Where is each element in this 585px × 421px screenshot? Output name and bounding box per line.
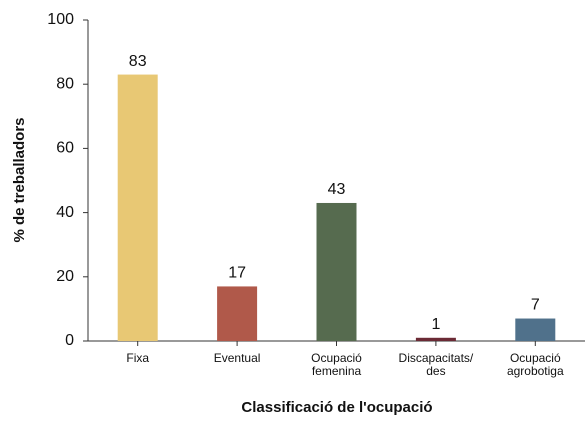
y-tick-label: 80 [56, 75, 74, 92]
x-tick-label: Ocupació agrobotiga [507, 351, 564, 378]
x-tick-label: Ocupació femenina [311, 351, 362, 378]
x-tick-label: Discapacitats/des [399, 351, 474, 378]
bar [515, 318, 556, 341]
value-label: 43 [328, 181, 346, 198]
x-tick-label: Eventual [214, 351, 261, 365]
value-label: 7 [531, 297, 540, 314]
value-label: 83 [129, 53, 147, 70]
y-tick-label: 0 [65, 332, 74, 349]
y-tick-label: 100 [47, 11, 74, 28]
x-tick-label: Fixa [126, 351, 149, 365]
value-label: 1 [431, 316, 440, 333]
y-axis-label: % de treballadors [11, 117, 28, 242]
bar [217, 286, 258, 341]
y-tick-label: 60 [56, 140, 74, 157]
value-label: 17 [228, 265, 246, 282]
y-tick-label: 40 [56, 204, 74, 221]
bar [117, 74, 158, 341]
bar [415, 337, 456, 341]
x-axis-label: Classificació de l'ocupació [241, 399, 432, 416]
y-tick-label: 20 [56, 268, 74, 285]
bar [316, 202, 357, 341]
